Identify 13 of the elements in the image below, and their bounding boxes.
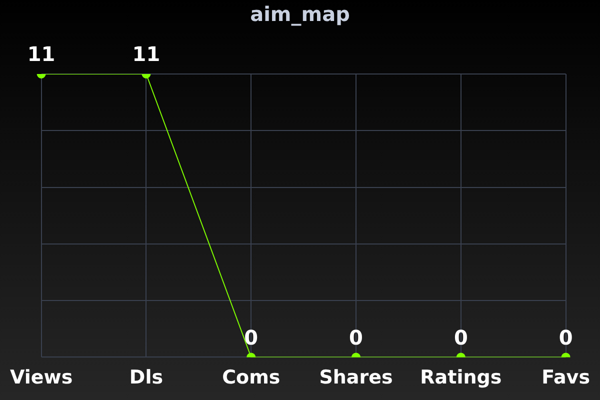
chart-title: aim_map [250, 2, 350, 26]
x-tick-label: Favs [542, 366, 590, 389]
x-tick-label: Coms [222, 366, 280, 389]
data-label: 0 [558, 325, 573, 350]
data-label: 11 [27, 42, 56, 66]
x-tick-label: Ratings [420, 366, 502, 389]
data-label: 0 [244, 325, 258, 350]
data-label: 0 [349, 325, 363, 350]
x-tick-label: Views [10, 366, 73, 389]
x-tick-label: Shares [319, 366, 393, 389]
x-tick-label: Dls [129, 366, 164, 389]
data-label: 0 [454, 325, 468, 350]
data-label: 11 [132, 42, 160, 66]
